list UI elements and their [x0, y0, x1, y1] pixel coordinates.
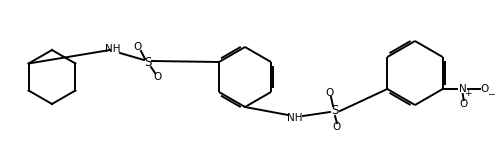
Text: O: O — [480, 84, 489, 94]
Text: +: + — [464, 90, 471, 99]
Text: O: O — [459, 99, 468, 109]
Text: O: O — [326, 88, 334, 98]
Text: −: − — [487, 90, 494, 99]
Text: S: S — [144, 56, 152, 69]
Text: O: O — [154, 72, 162, 82]
Text: NH: NH — [287, 113, 303, 123]
Text: S: S — [331, 104, 339, 118]
Text: NH: NH — [105, 44, 121, 54]
Text: O: O — [333, 122, 341, 132]
Text: O: O — [134, 42, 142, 52]
Text: N: N — [459, 84, 466, 94]
